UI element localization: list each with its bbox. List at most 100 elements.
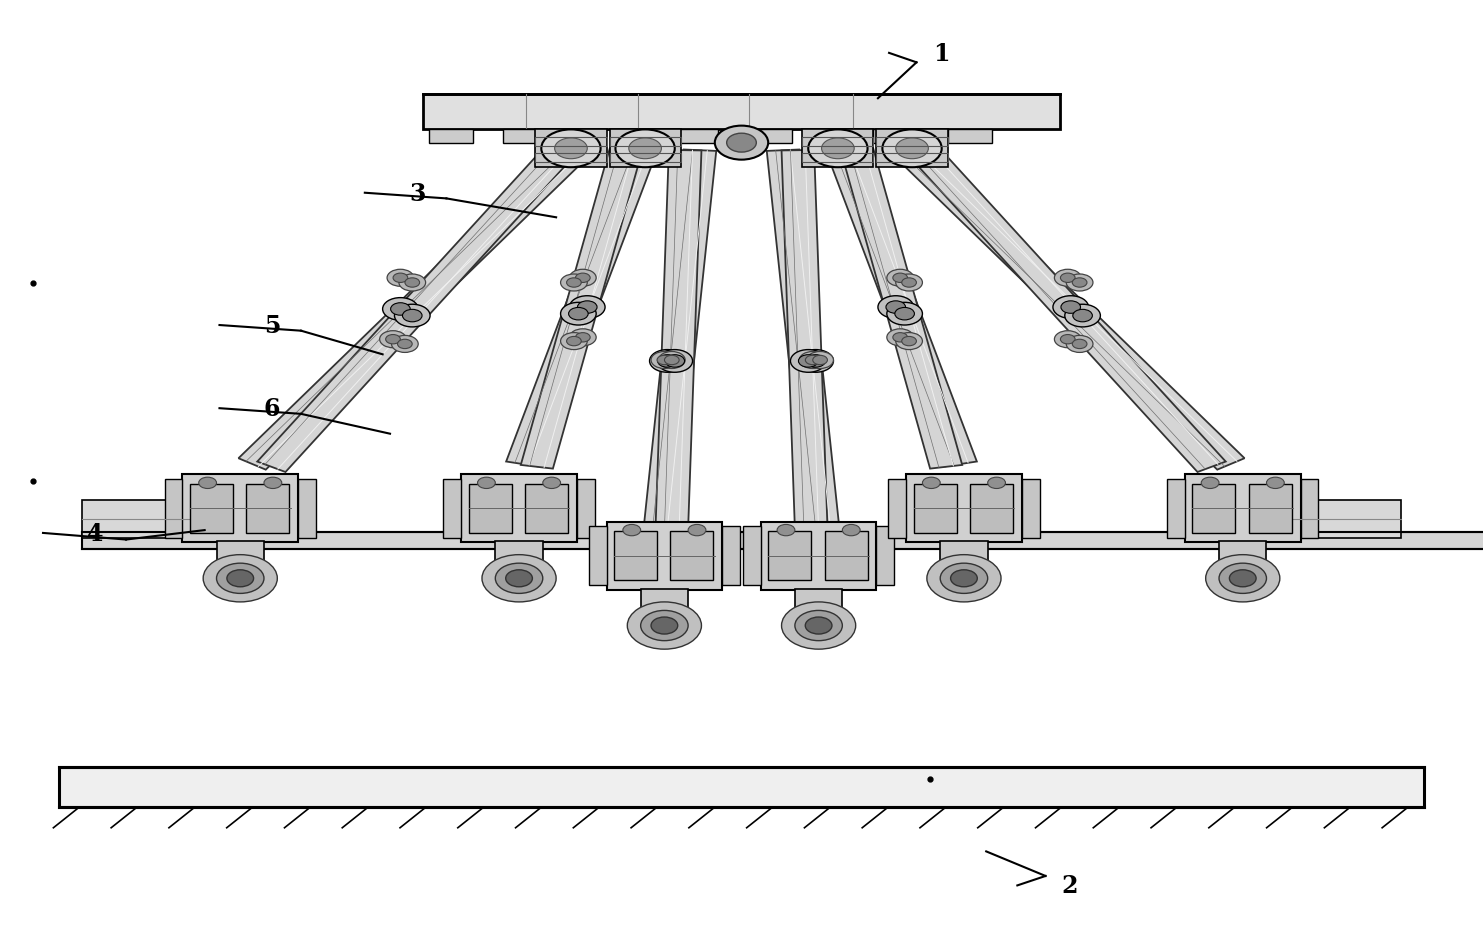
- Circle shape: [568, 308, 589, 321]
- Bar: [503, 130, 547, 143]
- Circle shape: [922, 478, 940, 489]
- Bar: [1022, 480, 1040, 538]
- Circle shape: [657, 356, 672, 365]
- Circle shape: [927, 555, 1001, 602]
- Circle shape: [569, 329, 596, 346]
- Circle shape: [894, 308, 915, 321]
- Text: 5: 5: [264, 313, 280, 338]
- Bar: [876, 154, 948, 163]
- Circle shape: [1066, 336, 1093, 353]
- Polygon shape: [639, 150, 716, 572]
- Bar: [165, 480, 182, 538]
- Bar: [469, 484, 512, 533]
- Circle shape: [777, 525, 795, 536]
- Text: 4: 4: [87, 521, 104, 546]
- Bar: [182, 475, 298, 543]
- Circle shape: [808, 130, 868, 168]
- Circle shape: [561, 275, 587, 292]
- Circle shape: [402, 310, 423, 323]
- Circle shape: [896, 139, 928, 160]
- Bar: [443, 480, 461, 538]
- Bar: [940, 542, 988, 566]
- Circle shape: [664, 356, 679, 365]
- Bar: [82, 532, 1483, 549]
- Circle shape: [651, 352, 678, 369]
- Circle shape: [393, 274, 408, 283]
- Circle shape: [397, 340, 412, 349]
- Circle shape: [657, 355, 678, 368]
- Circle shape: [1072, 310, 1093, 323]
- Circle shape: [715, 126, 768, 160]
- Bar: [82, 500, 203, 538]
- Circle shape: [383, 298, 418, 321]
- Circle shape: [988, 478, 1005, 489]
- Bar: [670, 531, 713, 581]
- Bar: [1185, 475, 1301, 543]
- Bar: [535, 154, 607, 163]
- Circle shape: [782, 602, 856, 649]
- Circle shape: [893, 333, 908, 343]
- Polygon shape: [239, 145, 589, 470]
- Bar: [59, 767, 1424, 807]
- Circle shape: [392, 336, 418, 353]
- Bar: [802, 154, 873, 163]
- Circle shape: [805, 356, 820, 365]
- Circle shape: [569, 270, 596, 287]
- Circle shape: [805, 355, 826, 368]
- Bar: [761, 522, 876, 590]
- Circle shape: [227, 570, 254, 587]
- Polygon shape: [654, 151, 701, 571]
- Circle shape: [405, 278, 420, 288]
- Polygon shape: [257, 145, 575, 473]
- Circle shape: [798, 350, 833, 373]
- Bar: [589, 527, 607, 585]
- Circle shape: [567, 278, 581, 288]
- Bar: [876, 130, 948, 168]
- Circle shape: [543, 478, 561, 489]
- Circle shape: [887, 270, 914, 287]
- Circle shape: [688, 525, 706, 536]
- Bar: [873, 130, 918, 143]
- Bar: [429, 130, 473, 143]
- Circle shape: [887, 303, 922, 326]
- Bar: [610, 154, 681, 163]
- Circle shape: [615, 130, 675, 168]
- Circle shape: [482, 555, 556, 602]
- Circle shape: [651, 617, 678, 634]
- Circle shape: [902, 337, 916, 346]
- Bar: [722, 527, 740, 585]
- Circle shape: [1053, 296, 1089, 319]
- Circle shape: [799, 352, 826, 369]
- Bar: [948, 130, 992, 143]
- Circle shape: [882, 130, 942, 168]
- Circle shape: [1219, 564, 1266, 594]
- Circle shape: [629, 139, 661, 160]
- Circle shape: [822, 139, 854, 160]
- Circle shape: [478, 478, 495, 489]
- Polygon shape: [521, 149, 642, 469]
- Circle shape: [727, 134, 756, 153]
- Bar: [768, 531, 811, 581]
- Polygon shape: [782, 151, 829, 571]
- Circle shape: [902, 278, 916, 288]
- Bar: [298, 480, 316, 538]
- Circle shape: [390, 303, 411, 316]
- Circle shape: [1229, 570, 1256, 587]
- Bar: [246, 484, 289, 533]
- Bar: [190, 484, 233, 533]
- Bar: [1192, 484, 1235, 533]
- Bar: [641, 589, 688, 614]
- Circle shape: [658, 352, 685, 369]
- Bar: [802, 138, 873, 147]
- Circle shape: [1054, 331, 1081, 348]
- Circle shape: [569, 296, 605, 319]
- Circle shape: [878, 296, 914, 319]
- Bar: [525, 484, 568, 533]
- Circle shape: [495, 564, 543, 594]
- Circle shape: [1060, 274, 1075, 283]
- Circle shape: [199, 478, 217, 489]
- Polygon shape: [908, 145, 1226, 473]
- Bar: [607, 522, 722, 590]
- Bar: [610, 138, 681, 147]
- Text: 1: 1: [934, 42, 951, 66]
